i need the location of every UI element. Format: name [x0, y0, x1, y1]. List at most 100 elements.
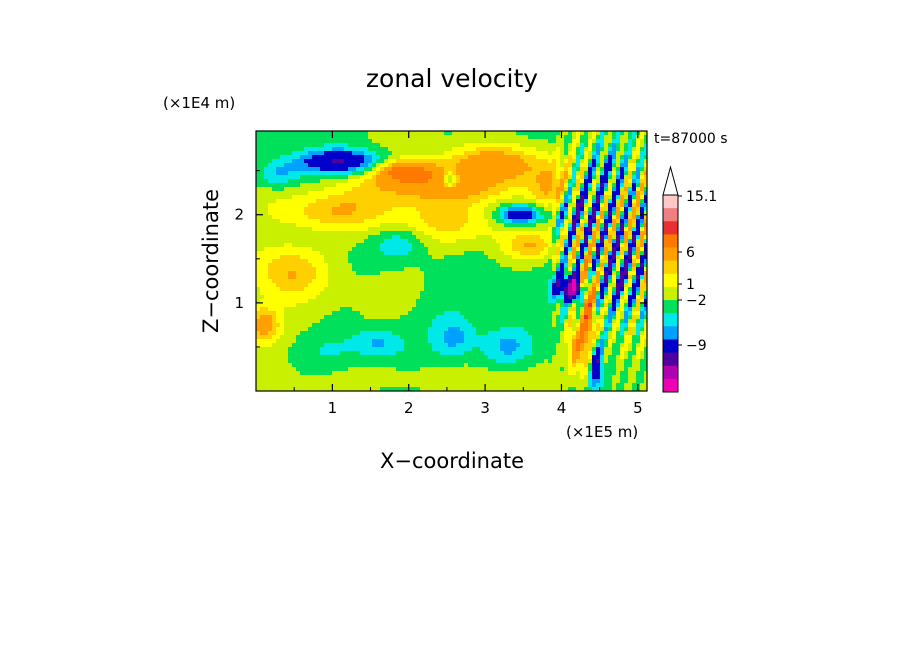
field-cell — [564, 251, 569, 256]
field-cell — [416, 131, 421, 136]
field-cell — [312, 151, 317, 156]
field-cell — [632, 247, 637, 252]
field-cell — [256, 327, 261, 332]
field-cell — [524, 195, 529, 200]
field-cell — [608, 143, 613, 148]
field-cell — [268, 187, 273, 192]
field-cell — [304, 135, 309, 140]
field-cell — [336, 163, 341, 168]
field-cell — [260, 239, 265, 244]
field-cell — [364, 231, 369, 236]
field-cell — [452, 179, 457, 184]
field-cell — [548, 239, 553, 244]
field-cell — [576, 323, 581, 328]
field-cell — [420, 327, 425, 332]
field-cell — [596, 319, 601, 324]
field-cell — [476, 311, 481, 316]
field-cell — [572, 267, 577, 272]
field-cell — [292, 251, 297, 256]
field-cell — [640, 247, 645, 252]
field-cell — [636, 243, 641, 248]
field-cell — [264, 271, 269, 276]
field-cell — [600, 199, 605, 204]
field-cell — [328, 159, 333, 164]
field-cell — [452, 211, 457, 216]
field-cell — [312, 331, 317, 336]
field-cell — [312, 143, 317, 148]
field-cell — [492, 275, 497, 280]
field-cell — [548, 247, 553, 252]
field-cell — [604, 271, 609, 276]
field-cell — [492, 235, 497, 240]
field-cell — [424, 139, 429, 144]
field-cell — [396, 303, 401, 308]
field-cell — [452, 251, 457, 256]
field-cell — [360, 183, 365, 188]
field-cell — [632, 291, 637, 296]
field-cell — [604, 191, 609, 196]
field-cell — [532, 231, 537, 236]
field-cell — [472, 155, 477, 160]
field-cell — [408, 243, 413, 248]
field-cell — [348, 215, 353, 220]
field-cell — [408, 295, 413, 300]
field-cell — [640, 279, 645, 284]
field-cell — [512, 331, 517, 336]
field-cell — [368, 287, 373, 292]
field-cell — [316, 179, 321, 184]
field-cell — [576, 179, 581, 184]
field-cell — [548, 323, 553, 328]
field-cell — [452, 331, 457, 336]
field-cell — [300, 239, 305, 244]
field-cell — [368, 171, 373, 176]
field-cell — [436, 143, 441, 148]
field-cell — [288, 231, 293, 236]
field-cell — [404, 171, 409, 176]
field-cell — [576, 195, 581, 200]
field-cell — [480, 263, 485, 268]
field-cell — [592, 271, 597, 276]
field-cell — [428, 135, 433, 140]
field-cell — [568, 171, 573, 176]
field-cell — [496, 139, 501, 144]
field-cell — [400, 163, 405, 168]
field-cell — [388, 135, 393, 140]
field-cell — [348, 315, 353, 320]
field-cell — [420, 183, 425, 188]
field-cell — [352, 167, 357, 172]
field-cell — [400, 259, 405, 264]
field-cell — [480, 271, 485, 276]
field-cell — [488, 155, 493, 160]
field-cell — [516, 287, 521, 292]
field-cell — [436, 131, 441, 136]
field-cell — [500, 275, 505, 280]
field-cell — [432, 167, 437, 172]
field-cell — [264, 287, 269, 292]
field-cell — [484, 195, 489, 200]
field-cell — [632, 303, 637, 308]
field-cell — [416, 235, 421, 240]
field-cell — [456, 279, 461, 284]
field-cell — [572, 331, 577, 336]
field-cell — [256, 231, 261, 236]
field-cell — [436, 199, 441, 204]
field-cell — [516, 215, 521, 220]
field-cell — [440, 259, 445, 264]
field-cell — [444, 199, 449, 204]
field-cell — [332, 291, 337, 296]
field-cell — [420, 187, 425, 192]
field-cell — [452, 203, 457, 208]
field-cell — [284, 135, 289, 140]
field-cell — [332, 135, 337, 140]
field-cell — [624, 187, 629, 192]
field-cell — [404, 267, 409, 272]
field-cell — [536, 263, 541, 268]
field-cell — [580, 167, 585, 172]
field-cell — [284, 195, 289, 200]
field-cell — [348, 271, 353, 276]
field-cell — [620, 143, 625, 148]
field-cell — [520, 155, 525, 160]
field-cell — [472, 307, 477, 312]
field-cell — [624, 175, 629, 180]
field-cell — [428, 159, 433, 164]
